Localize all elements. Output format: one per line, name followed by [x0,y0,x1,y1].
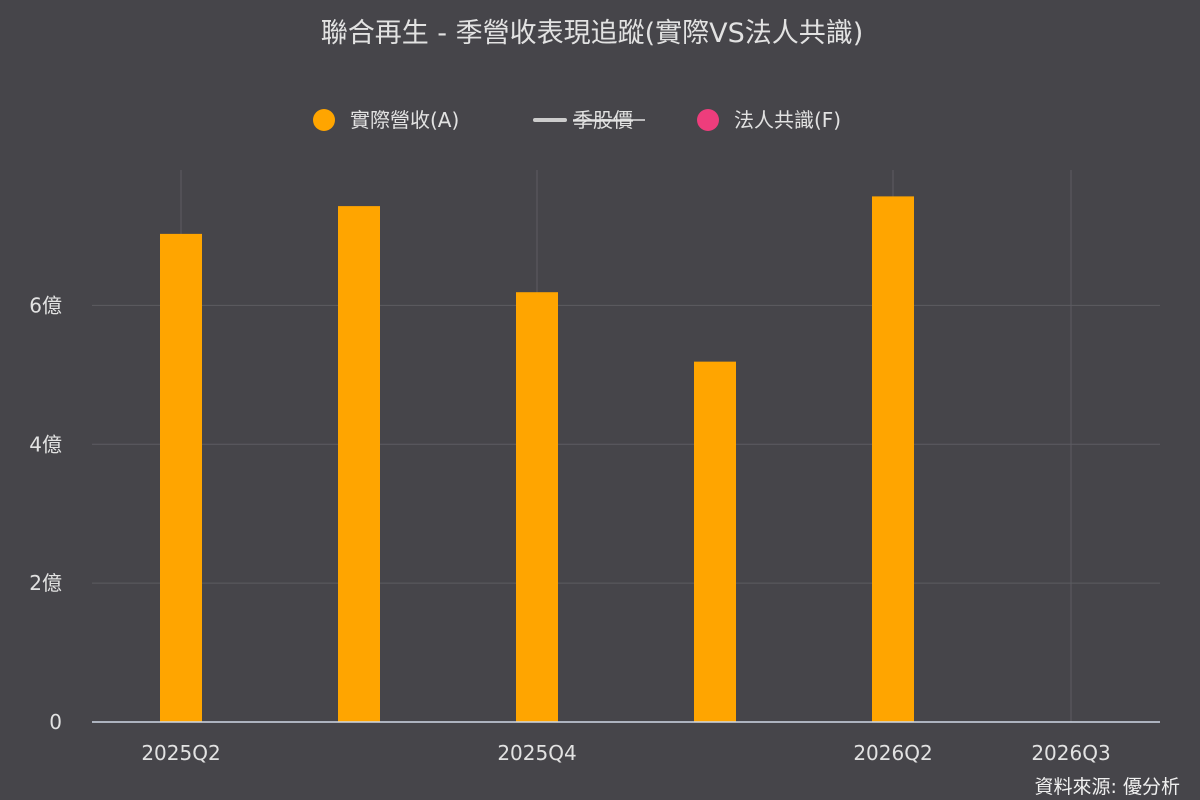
legend-item[interactable]: 季股價 [533,108,645,132]
revenue-bar[interactable] [338,206,380,723]
y-axis-tick-labels: 0 2億 4億 6億 [29,293,62,734]
legend-item[interactable]: 實際營收(A) [313,108,459,132]
revenue-bar[interactable] [872,196,914,723]
revenue-bars [160,196,914,723]
x-axis-tick-labels: 2025Q2 2025Q4 2026Q2 2026Q3 [141,741,1110,765]
revenue-bar[interactable] [694,361,736,722]
circle-swatch-icon [313,109,335,131]
x-tick-label: 2025Q4 [497,741,576,765]
revenue-bar[interactable] [160,233,202,722]
legend-label: 法人共識(F) [734,108,841,132]
y-tick-label: 0 [49,710,62,734]
y-tick-label: 2億 [29,571,62,595]
x-tick-label: 2025Q2 [141,741,220,765]
x-tick-label: 2026Q2 [853,741,932,765]
vertical-gridlines [180,170,1072,722]
circle-swatch-icon [697,109,719,131]
chart-title: 聯合再生 - 季營收表現追蹤(實際VS法人共識) [321,18,864,49]
y-tick-label: 6億 [29,293,62,317]
data-source-note: 資料來源: 優分析 [1035,776,1180,798]
revenue-bar[interactable] [516,292,558,722]
legend: 實際營收(A) 季股價 法人共識(F) [313,108,841,132]
line-swatch-icon [533,118,567,122]
horizontal-gridlines [92,304,1160,584]
legend-label: 實際營收(A) [350,108,459,132]
x-tick-label: 2026Q3 [1031,741,1110,765]
y-tick-label: 4億 [29,432,62,456]
legend-item[interactable]: 法人共識(F) [697,108,841,132]
